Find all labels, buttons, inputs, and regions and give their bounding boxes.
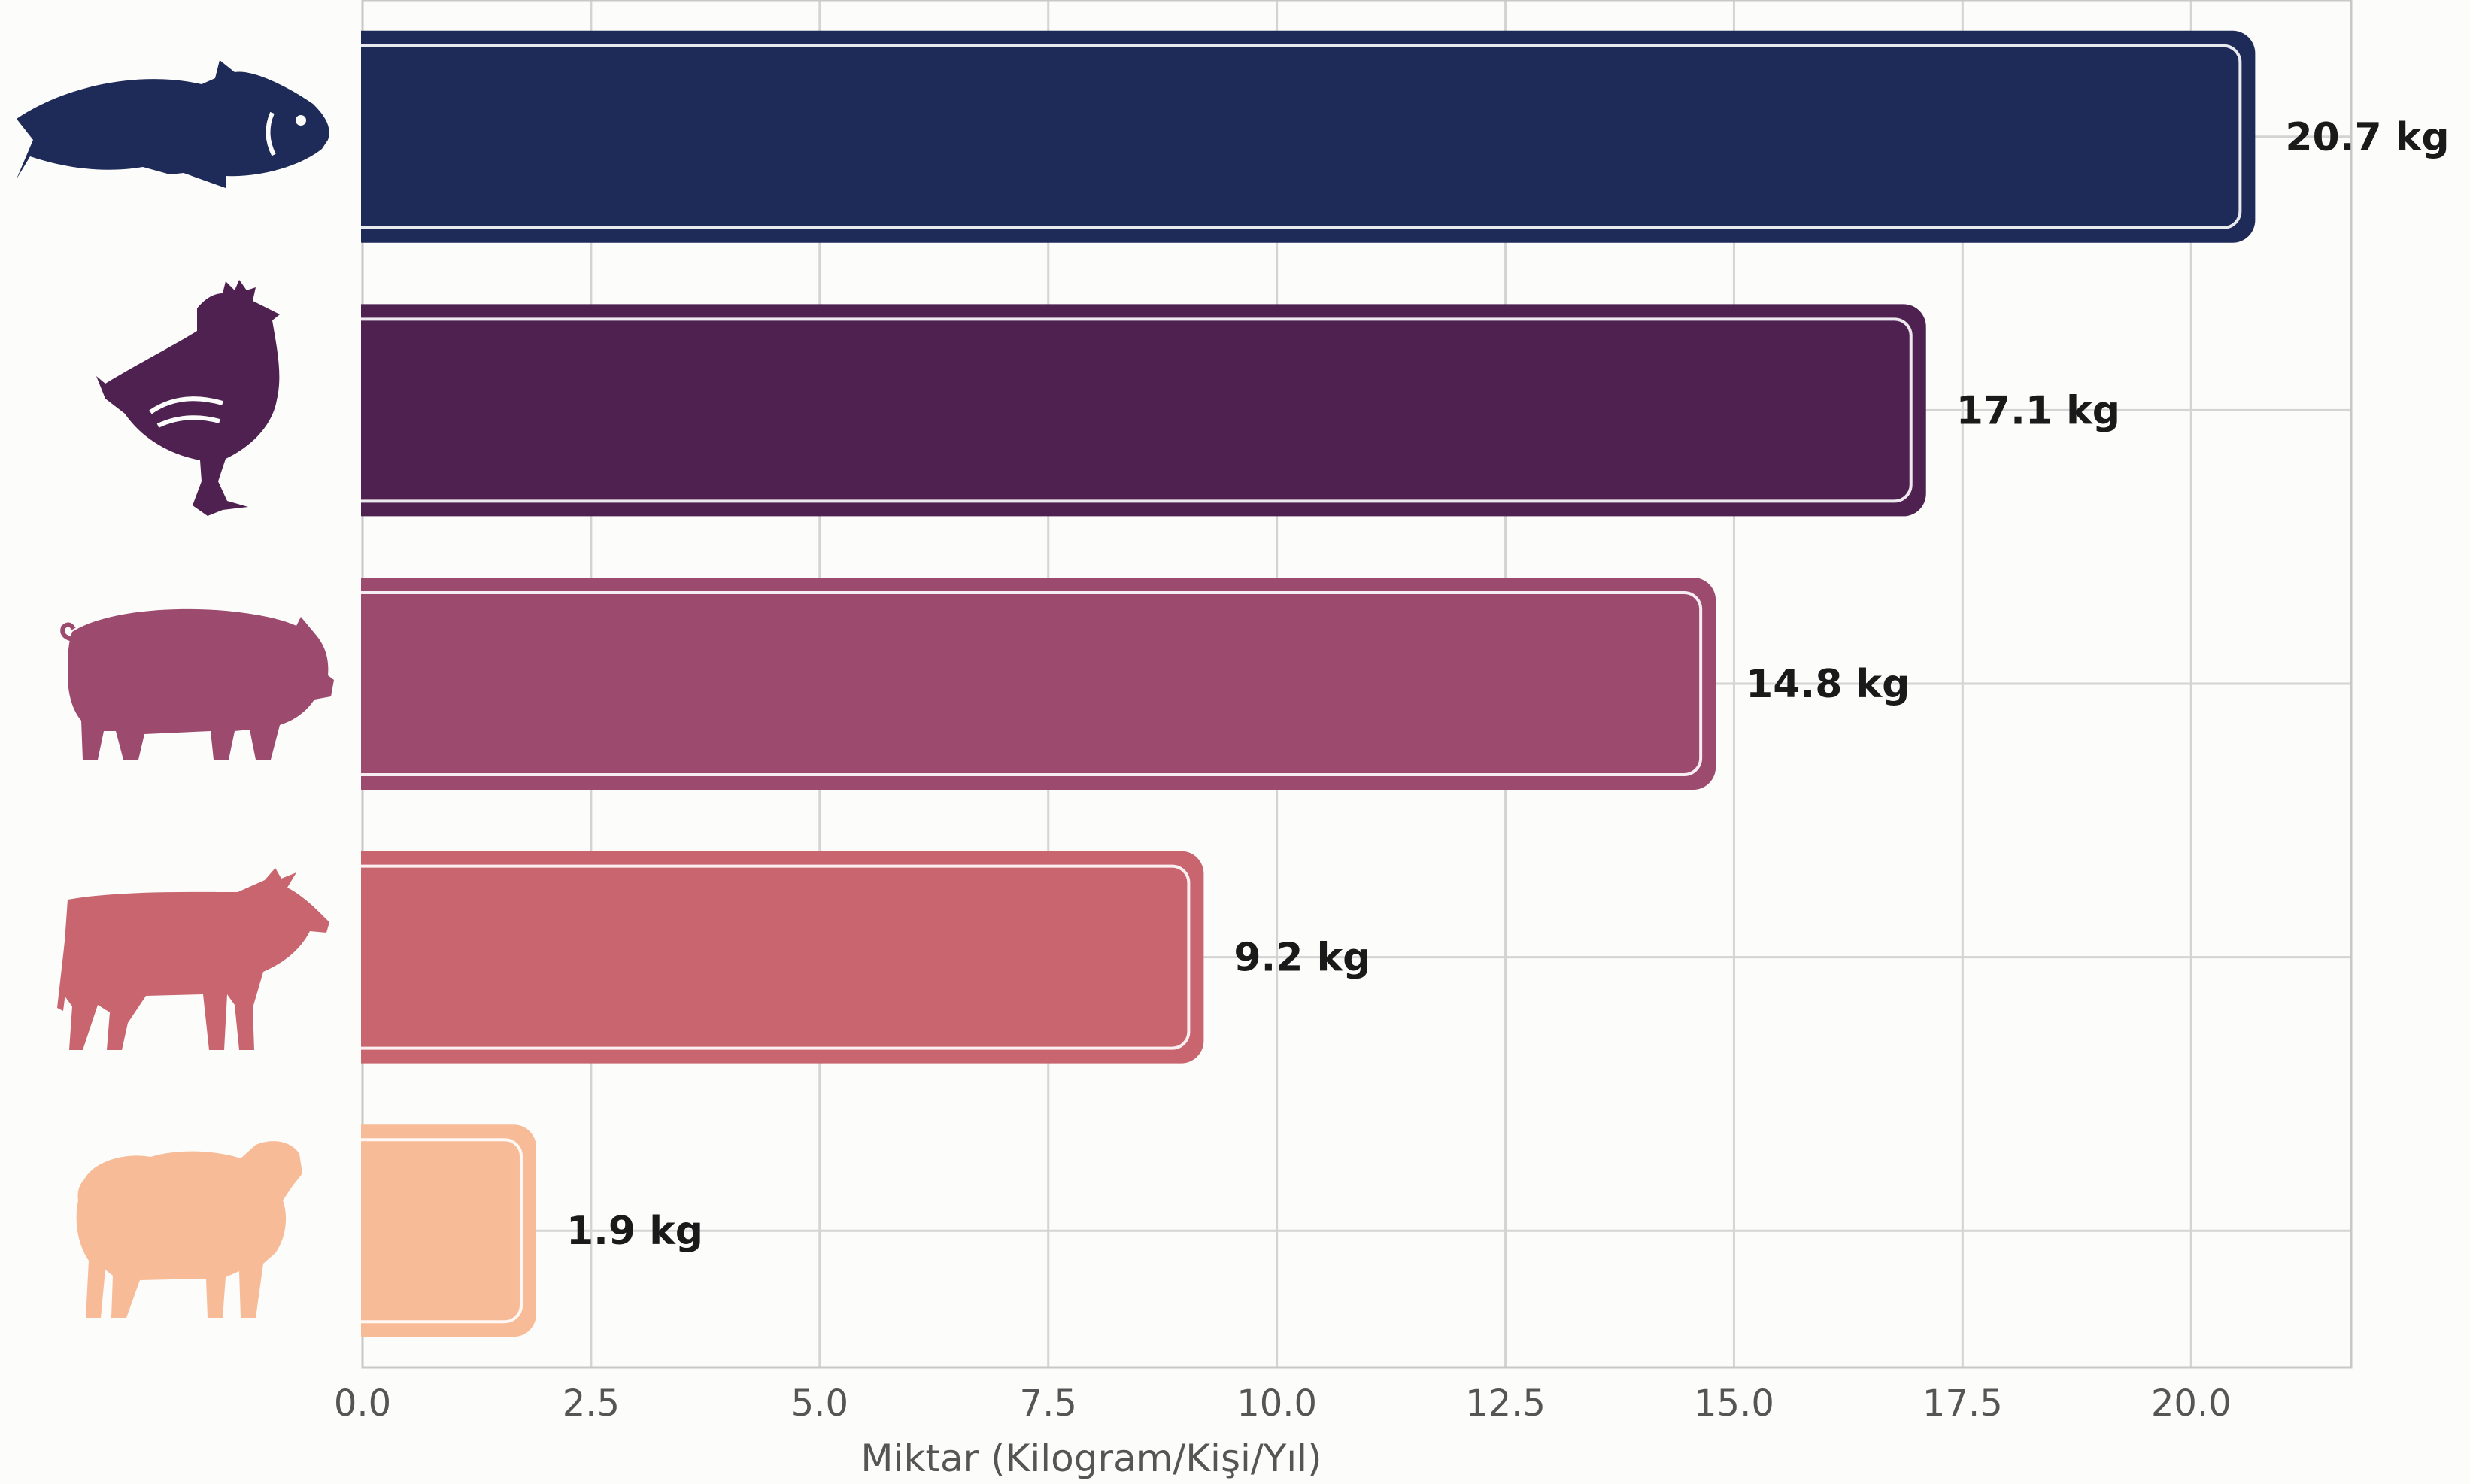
x-tick-label: 0.0: [334, 1382, 391, 1425]
x-tick-label: 5.0: [791, 1382, 848, 1425]
bar: [340, 1124, 536, 1337]
bar: [340, 30, 2256, 243]
bar-left-mask: [332, 1121, 361, 1340]
bar-sheep: [332, 1121, 536, 1340]
bar-cow: [332, 848, 1204, 1067]
value-label: 17.1 kg: [1956, 388, 2120, 433]
bar-left-mask: [332, 301, 361, 520]
bar-pig: [332, 575, 1716, 793]
chicken-icon: [96, 280, 280, 516]
bar: [340, 578, 1716, 790]
x-axis-title: Miktar (Kilogram/Kişi/Yıl): [860, 1437, 1321, 1480]
x-tick-label: 10.0: [1237, 1382, 1317, 1425]
bar-fish: [332, 27, 2256, 246]
bar-left-mask: [332, 848, 361, 1067]
chicken-wing: [149, 396, 223, 428]
x-tick-label: 20.0: [2151, 1382, 2232, 1425]
x-tick-label: 15.0: [1694, 1382, 1774, 1425]
x-tick-label: 12.5: [1465, 1382, 1546, 1425]
sheep-icon: [76, 1141, 302, 1318]
value-label: 14.8 kg: [1746, 662, 1910, 707]
bar: [340, 851, 1204, 1064]
bar-left-mask: [332, 575, 361, 793]
value-label: 1.9 kg: [566, 1209, 703, 1254]
x-tick-label: 17.5: [1922, 1382, 2003, 1425]
x-tick-label: 7.5: [1020, 1382, 1077, 1425]
cow-icon: [57, 868, 329, 1050]
fish-eye: [296, 115, 306, 126]
pig-tail: [60, 622, 76, 642]
value-labels: 20.7 kg 17.1 kg 14.8 kg 9.2 kg 1.9 kg: [566, 115, 2450, 1254]
pig-icon: [60, 608, 334, 760]
x-tick-label: 2.5: [563, 1382, 620, 1425]
value-label: 20.7 kg: [2285, 115, 2449, 160]
x-tick-labels: 0.0 2.5 5.0 7.5 10.0 12.5 15.0 17.5 20.0: [334, 1382, 2232, 1425]
bars: [332, 27, 2256, 1340]
value-label: 9.2 kg: [1233, 936, 1370, 981]
fish-gill: [266, 111, 276, 156]
fish-icon: [17, 60, 329, 188]
bar-chicken: [332, 301, 1926, 520]
bar: [340, 304, 1926, 517]
bar-left-mask: [332, 27, 361, 246]
